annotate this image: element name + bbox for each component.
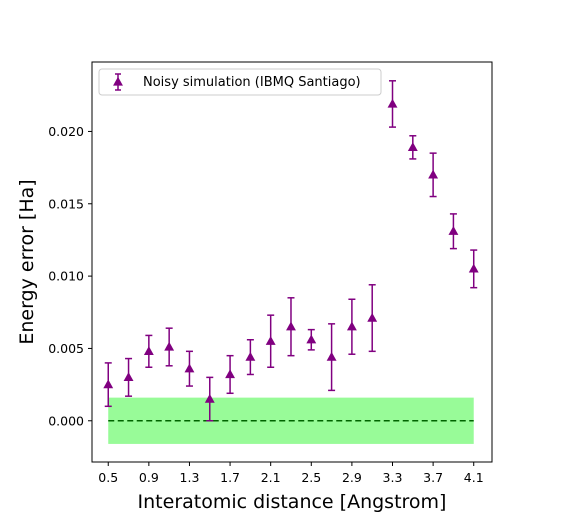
y-axis-label: Energy error [Ha] xyxy=(16,179,38,344)
data-point xyxy=(265,314,276,368)
data-point xyxy=(407,135,418,160)
legend-marker-icon xyxy=(113,73,123,91)
data-point xyxy=(448,213,459,250)
y-tick-label: 0.010 xyxy=(48,269,84,284)
data-point xyxy=(326,323,337,392)
data-point xyxy=(184,350,195,387)
data-point xyxy=(245,339,256,376)
triangle-marker xyxy=(245,351,256,361)
y-tick-label: 0.005 xyxy=(48,341,84,356)
triangle-marker xyxy=(103,379,114,389)
triangle-marker xyxy=(428,169,439,179)
legend-label: Noisy simulation (IBMQ Santiago) xyxy=(143,75,361,90)
triangle-marker xyxy=(367,312,378,322)
triangle-marker xyxy=(407,142,418,151)
triangle-marker xyxy=(204,393,215,403)
x-axis-ticks: 0.5 0.9 1.3 1.7 2.1 2.5 2.9 3.3 3.7 4.1 xyxy=(98,462,484,485)
y-tick-label: 0.000 xyxy=(48,413,84,428)
data-point xyxy=(346,298,357,355)
triangle-marker xyxy=(468,263,479,273)
x-tick-label: 4.1 xyxy=(464,470,484,485)
triangle-marker xyxy=(306,334,317,344)
triangle-marker xyxy=(387,98,398,108)
data-point xyxy=(367,284,378,353)
data-point xyxy=(143,334,154,368)
plot-area xyxy=(92,62,492,462)
x-tick-label: 0.9 xyxy=(139,470,159,485)
data-point xyxy=(428,152,439,198)
data-point xyxy=(306,328,317,351)
data-point xyxy=(225,354,236,395)
data-point xyxy=(103,362,114,408)
triangle-marker xyxy=(286,321,296,331)
x-tick-label: 1.7 xyxy=(220,470,240,485)
triangle-marker xyxy=(143,346,154,355)
data-layer xyxy=(103,80,479,422)
triangle-marker xyxy=(123,372,134,382)
legend-triangle-icon xyxy=(113,76,123,86)
legend: Noisy simulation (IBMQ Santiago) xyxy=(98,68,382,96)
x-tick-label: 2.1 xyxy=(261,470,281,485)
triangle-marker xyxy=(164,341,175,351)
data-point xyxy=(164,327,175,367)
triangle-marker xyxy=(265,336,276,345)
x-tick-label: 3.7 xyxy=(423,470,443,485)
data-point xyxy=(468,249,479,289)
x-axis-label: Interatomic distance [Angstrom] xyxy=(138,491,447,513)
triangle-marker xyxy=(184,363,195,373)
legend-box xyxy=(98,68,382,96)
y-tick-label: 0.015 xyxy=(48,196,84,211)
y-axis-ticks: 0.000 0.005 0.010 0.015 0.020 xyxy=(48,124,92,428)
x-tick-label: 2.9 xyxy=(342,470,362,485)
x-tick-label: 1.3 xyxy=(180,470,200,485)
x-tick-label: 0.5 xyxy=(98,470,118,485)
triangle-marker xyxy=(448,226,459,235)
data-point xyxy=(387,80,398,128)
x-tick-label: 2.5 xyxy=(301,470,321,485)
triangle-marker xyxy=(225,369,236,379)
data-point xyxy=(286,297,296,357)
data-point xyxy=(204,376,215,422)
data-point xyxy=(123,357,134,397)
y-tick-label: 0.020 xyxy=(48,124,84,139)
triangle-marker xyxy=(346,321,357,331)
x-tick-label: 3.3 xyxy=(383,470,403,485)
triangle-marker xyxy=(326,351,337,361)
plot-frame xyxy=(91,61,493,463)
